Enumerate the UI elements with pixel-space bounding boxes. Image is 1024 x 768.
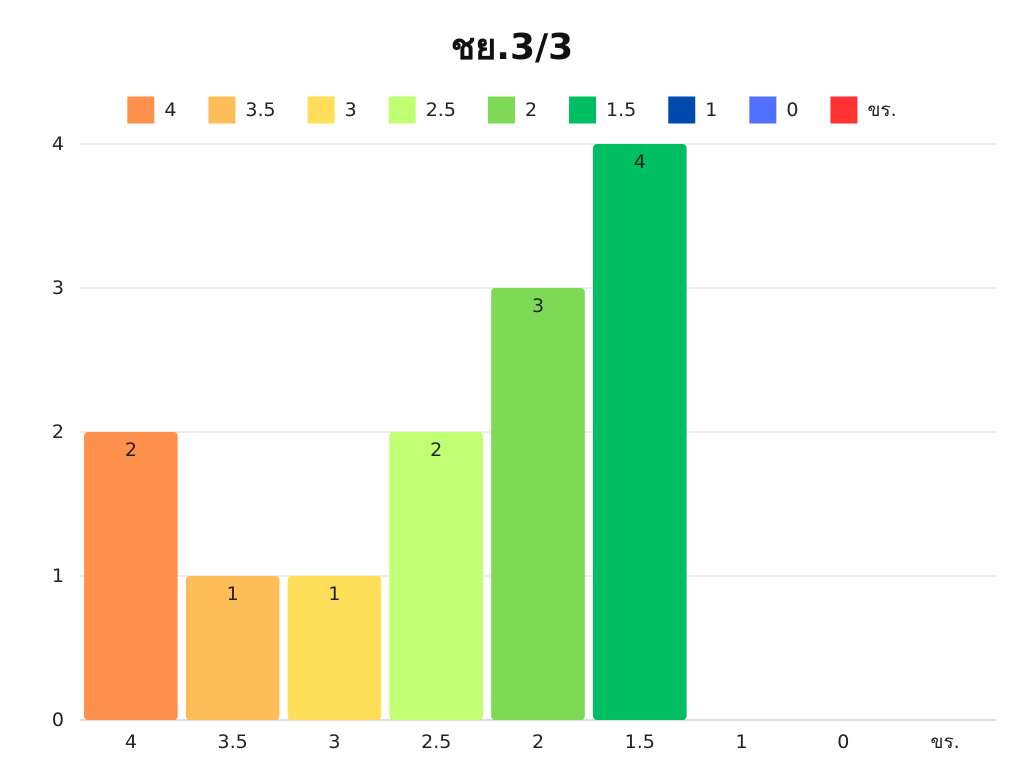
chart-legend: 4 3.5 3 2.5 2 1.5 1 0 ขร. (127, 96, 897, 124)
x-tick-label: 4 (125, 731, 137, 753)
x-tick-label: 3.5 (218, 731, 248, 753)
y-tick-label: 0 (52, 709, 64, 731)
legend-item: 0 (749, 96, 798, 124)
x-tick-label: 0 (837, 731, 849, 753)
legend-swatch (569, 96, 597, 124)
legend-item: 4 (127, 96, 176, 124)
legend-label: 2.5 (426, 99, 456, 121)
x-tick-label: 1 (736, 731, 748, 753)
legend-label: 3 (345, 99, 357, 121)
legend-item: ขร. (830, 96, 897, 124)
legend-label: 1.5 (606, 99, 636, 121)
x-tick-label: ขร. (930, 731, 959, 753)
legend-swatch (388, 96, 416, 124)
bar (389, 432, 484, 720)
legend-label: 1 (705, 99, 717, 121)
legend-label: 3.5 (245, 99, 275, 121)
legend-item: 2 (487, 96, 537, 124)
bar (84, 432, 178, 720)
data-label: 1 (328, 583, 340, 605)
legend-item: 3 (307, 96, 357, 124)
y-tick-label: 2 (52, 421, 64, 443)
legend-item: 1.5 (569, 96, 636, 124)
data-label: 1 (227, 583, 239, 605)
x-tick-label: 2.5 (421, 731, 451, 753)
legend-item: 2.5 (388, 96, 456, 124)
legend-swatch (830, 96, 858, 124)
x-tick-label: 1.5 (625, 731, 655, 753)
legend-label: 2 (525, 99, 537, 121)
bar (491, 288, 585, 720)
legend-swatch (487, 96, 515, 124)
legend-swatch (208, 96, 236, 124)
bars-group: 2 1 1 2 3 4 (84, 144, 687, 720)
data-label: 2 (125, 439, 137, 461)
data-label: 2 (430, 439, 442, 461)
data-label: 4 (634, 151, 646, 173)
legend-label: ขร. (867, 99, 896, 121)
legend-swatch (307, 96, 335, 124)
bar (185, 576, 280, 720)
x-tick-label: 3 (328, 731, 340, 753)
legend-swatch (127, 96, 155, 124)
y-tick-label: 3 (52, 277, 64, 299)
legend-label: 0 (786, 99, 798, 121)
x-tick-label: 2 (532, 731, 544, 753)
legend-label: 4 (164, 99, 176, 121)
y-tick-label: 1 (52, 565, 64, 587)
legend-item: 1 (668, 96, 717, 124)
legend-swatch (668, 96, 696, 124)
chart-title: ชย.3/3 (450, 27, 574, 68)
bar (592, 144, 687, 720)
legend-swatch (749, 96, 777, 124)
data-label: 3 (532, 295, 544, 317)
x-axis: 4 3.5 3 2.5 2 1.5 1 0 ขร. (125, 731, 960, 753)
legend-item: 3.5 (208, 96, 276, 124)
y-axis: 0 1 2 3 4 (52, 133, 64, 731)
bar (287, 576, 382, 720)
y-tick-label: 4 (52, 133, 64, 155)
